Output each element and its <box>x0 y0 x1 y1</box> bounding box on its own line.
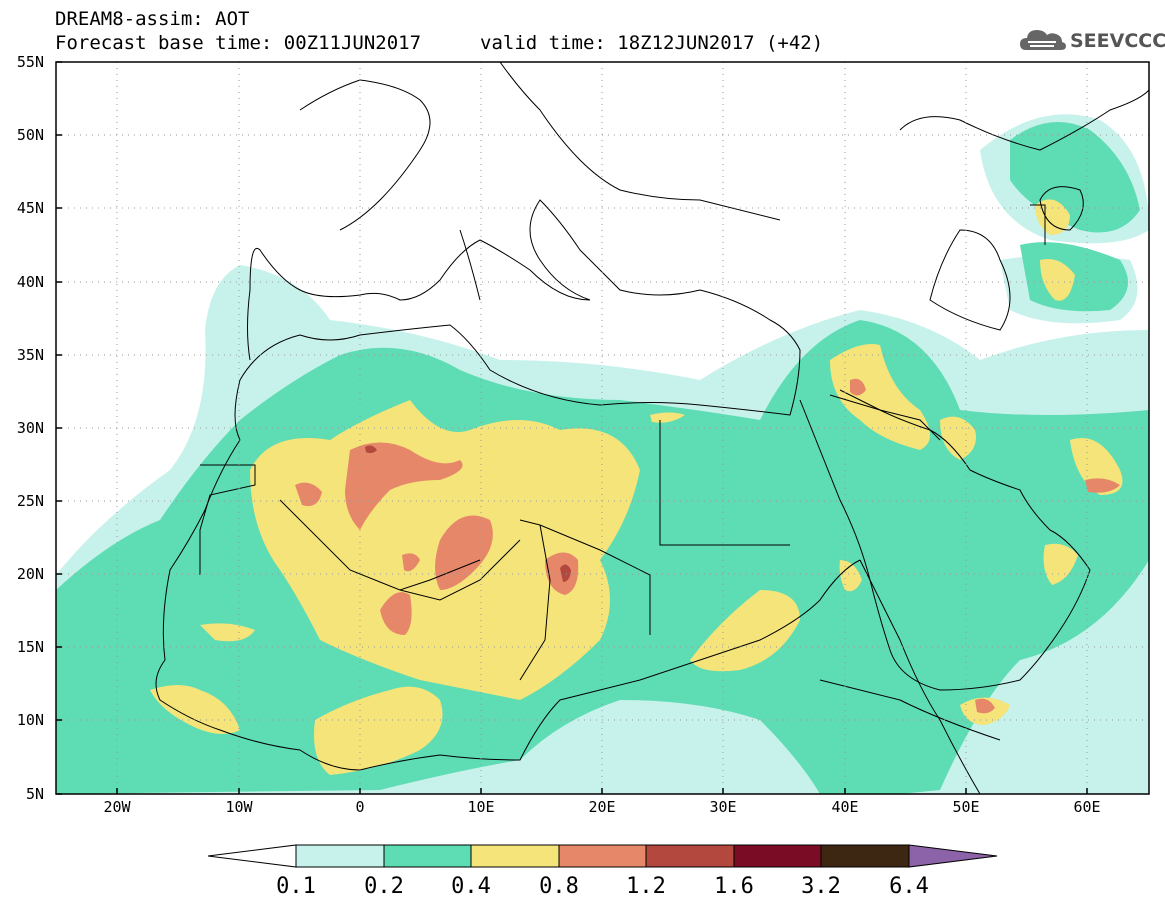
map-title: DREAM8-assim: AOT <box>55 8 250 30</box>
lat-label: 5N <box>26 785 44 803</box>
axis-ticks <box>56 61 1088 795</box>
aot-band-0.8 <box>295 378 1120 714</box>
valid-time: valid time: 18Z12JUN2017 (+42) <box>480 32 824 54</box>
colorbar-segment <box>733 844 822 868</box>
lon-label: 10E <box>467 798 494 816</box>
lon-label: 10W <box>225 798 253 816</box>
colorbar-label: 6.4 <box>889 874 929 899</box>
aot-field <box>56 114 1149 794</box>
lon-label: 30E <box>709 798 736 816</box>
lat-label: 35N <box>17 346 44 364</box>
lat-label: 45N <box>17 199 44 217</box>
lon-label: 40E <box>831 798 858 816</box>
colorbar-label: 1.2 <box>626 874 666 899</box>
cloud-icon <box>1020 30 1066 50</box>
aot-band-1.2 <box>365 445 571 582</box>
lat-label: 50N <box>17 126 44 144</box>
lon-label: 0 <box>355 798 364 816</box>
logo-text: SEEVCCC <box>1070 30 1165 52</box>
lon-label: 20E <box>588 798 615 816</box>
colorbar-labels: 0.1 0.2 0.4 0.8 1.2 1.6 3.2 6.4 <box>276 874 929 899</box>
graticule <box>56 62 1149 794</box>
latitude-labels: 55N 50N 45N 40N 35N 30N 25N 20N 15N 10N … <box>17 53 44 803</box>
lat-label: 55N <box>17 53 44 71</box>
colorbar-label: 0.4 <box>451 874 491 899</box>
seevccc-logo: SEEVCCC <box>1018 24 1165 56</box>
colorbar-label: 0.1 <box>276 874 316 899</box>
lon-label: 50E <box>952 798 979 816</box>
lat-label: 20N <box>17 565 44 583</box>
colorbar-segment <box>470 844 560 868</box>
longitude-labels: 20W 10W 0 10E 20E 30E 40E 50E 60E <box>103 798 1100 816</box>
colorbar-segment <box>295 844 385 868</box>
colorbar-segment <box>645 844 735 868</box>
colorbar-over-arrow <box>908 844 998 868</box>
lat-label: 10N <box>17 711 44 729</box>
colorbar-under-arrow <box>207 844 297 868</box>
forecast-base-time: Forecast base time: 00Z11JUN2017 <box>55 32 422 54</box>
colorbar-segment <box>383 844 472 868</box>
lat-label: 15N <box>17 638 44 656</box>
lat-label: 30N <box>17 419 44 437</box>
lat-label: 40N <box>17 273 44 291</box>
colorbar-label: 1.6 <box>714 874 754 899</box>
colorbar <box>207 844 998 868</box>
coastlines <box>155 62 1149 794</box>
colorbar-segment <box>820 844 910 868</box>
lon-label: 20W <box>103 798 131 816</box>
colorbar-label: 3.2 <box>801 874 841 899</box>
lat-label: 25N <box>17 492 44 510</box>
colorbar-label: 0.2 <box>364 874 404 899</box>
colorbar-label: 0.8 <box>539 874 579 899</box>
lon-label: 60E <box>1073 798 1100 816</box>
colorbar-segment <box>558 844 647 868</box>
